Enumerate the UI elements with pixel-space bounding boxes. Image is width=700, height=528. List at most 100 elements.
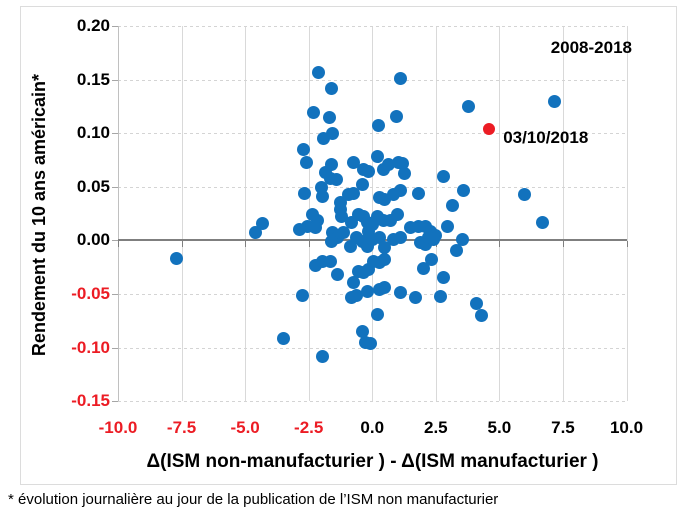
- data-point: [361, 165, 375, 179]
- data-point: [547, 94, 561, 108]
- data-point: [295, 288, 309, 302]
- data-point: [462, 99, 476, 113]
- data-point: [393, 230, 407, 244]
- x-tick-label: 5.0: [487, 418, 512, 438]
- data-point: [426, 232, 440, 246]
- x-tick-label: -10.0: [98, 418, 138, 438]
- vertical-gridline: [181, 26, 183, 402]
- data-point: [434, 289, 448, 303]
- highlight-data-point: [483, 122, 496, 135]
- data-point: [360, 285, 374, 299]
- data-point: [382, 157, 396, 171]
- data-point: [330, 172, 344, 186]
- y-axis-tick: [112, 79, 118, 81]
- data-point: [256, 216, 270, 230]
- y-axis-tick: [112, 347, 118, 349]
- y-tick-label: -0.10: [71, 337, 110, 357]
- data-point: [445, 198, 459, 212]
- data-point: [378, 253, 392, 267]
- y-axis-tick: [112, 186, 118, 188]
- x-axis-tick: [499, 241, 501, 248]
- x-tick-label: 7.5: [551, 418, 575, 438]
- vertical-gridline: [435, 26, 437, 402]
- y-axis-tick: [112, 294, 118, 296]
- data-point: [169, 252, 183, 266]
- data-point: [436, 169, 450, 183]
- vertical-gridline: [626, 26, 628, 402]
- x-tick-label: -5.0: [230, 418, 260, 438]
- data-point: [293, 223, 307, 237]
- horizontal-gridline: [118, 133, 627, 135]
- data-point: [475, 309, 489, 323]
- x-axis-tick: [181, 241, 183, 248]
- y-tick-label: -0.05: [71, 284, 110, 304]
- data-point: [411, 186, 425, 200]
- data-point: [518, 187, 532, 201]
- x-axis-tick: [562, 241, 564, 248]
- y-axis-tick: [112, 133, 118, 135]
- data-point: [364, 336, 378, 350]
- data-point: [312, 65, 326, 79]
- data-point: [326, 126, 340, 140]
- vertical-gridline: [562, 26, 564, 402]
- data-point: [536, 215, 550, 229]
- data-point: [378, 241, 392, 255]
- data-point: [325, 235, 339, 249]
- data-point: [335, 210, 349, 224]
- data-point: [316, 349, 330, 363]
- data-point: [416, 261, 430, 275]
- y-axis-tick: [112, 26, 118, 27]
- data-point: [393, 286, 407, 300]
- data-point: [370, 307, 384, 321]
- x-axis-tick: [308, 241, 310, 248]
- period-annotation: 2008-2018: [550, 38, 632, 57]
- data-point: [276, 331, 290, 345]
- data-point: [389, 109, 403, 123]
- y-axis-title: Rendement du 10 ans américain*: [29, 73, 49, 357]
- data-point: [322, 110, 336, 124]
- data-point: [396, 156, 410, 170]
- data-point: [372, 119, 386, 133]
- y-tick-label: 0.20: [76, 16, 110, 35]
- data-point: [297, 142, 311, 156]
- x-tick-label: -2.5: [294, 418, 324, 438]
- y-axis-tick: [112, 240, 118, 242]
- data-point: [391, 208, 405, 222]
- data-point: [331, 268, 345, 282]
- data-point: [355, 178, 369, 192]
- x-axis-tick: [245, 241, 247, 248]
- footnote: * évolution journalière au jour de la pu…: [8, 491, 499, 508]
- data-point: [316, 189, 330, 203]
- data-point: [325, 81, 339, 95]
- data-point: [456, 232, 469, 246]
- data-point: [378, 281, 392, 295]
- x-axis-tick: [118, 241, 119, 248]
- highlight-date-label: 03/10/2018: [503, 127, 589, 147]
- data-point: [248, 226, 262, 240]
- data-point: [440, 220, 454, 234]
- x-tick-label: -7.5: [166, 418, 197, 438]
- data-point: [393, 72, 407, 86]
- vertical-gridline: [245, 26, 247, 402]
- y-axis-tick: [112, 401, 118, 403]
- x-tick-label: 2.5: [423, 418, 448, 438]
- horizontal-gridline: [118, 26, 627, 27]
- y-tick-label: 0.15: [76, 69, 110, 89]
- x-axis-tick: [626, 241, 628, 248]
- data-point: [346, 275, 360, 289]
- horizontal-gridline: [118, 186, 627, 188]
- data-point: [469, 297, 483, 311]
- data-point: [350, 288, 364, 302]
- vertical-gridline: [499, 26, 501, 402]
- data-point: [307, 106, 321, 120]
- y-tick-label: 0.10: [76, 123, 110, 143]
- data-point: [397, 167, 411, 181]
- data-point: [457, 183, 471, 197]
- data-point: [336, 226, 350, 240]
- data-point: [373, 230, 387, 244]
- data-point: [436, 271, 450, 285]
- data-point: [449, 243, 463, 257]
- y-tick-label: 0.05: [76, 176, 110, 196]
